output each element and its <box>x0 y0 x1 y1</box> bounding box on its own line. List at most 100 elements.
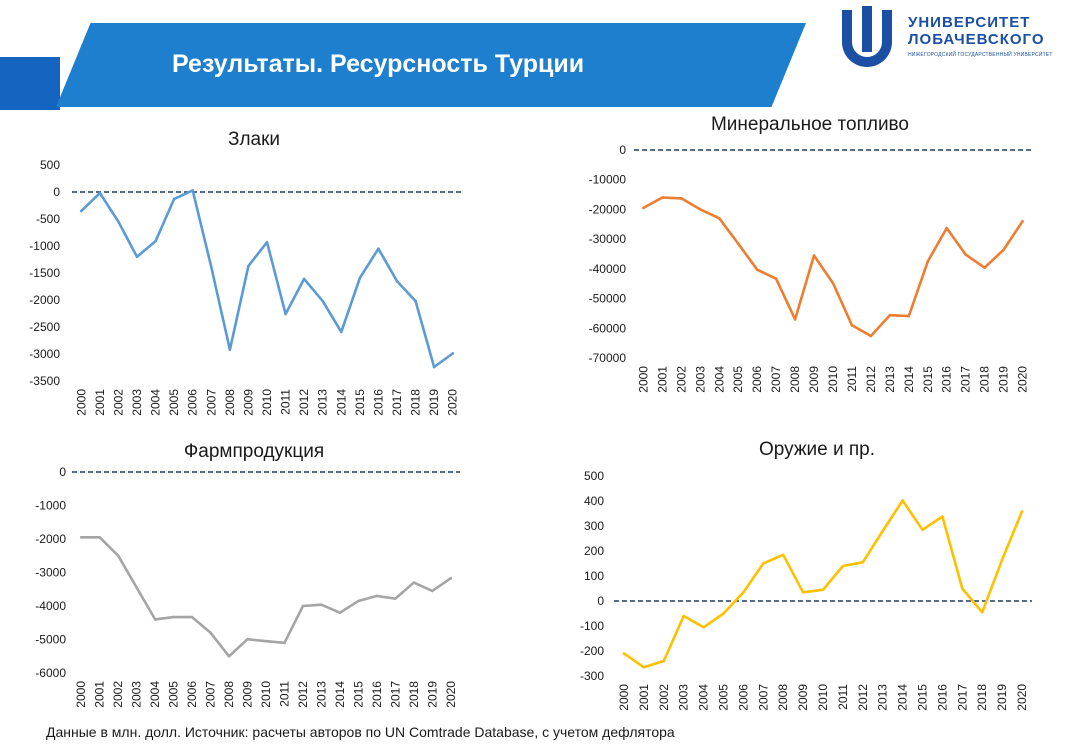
x-tick-label: 2005 <box>167 681 181 708</box>
chart-weapons: Оружие и пр. 500 400 300 200 100 0 -100 -200 -300… <box>580 439 1032 711</box>
x-tick-label: 2004 <box>712 366 726 393</box>
data-point <box>699 208 702 211</box>
x-tick-label: 2001 <box>93 389 107 416</box>
x-tick-label: 2014 <box>334 389 348 416</box>
data-point <box>375 594 379 598</box>
data-point <box>722 612 725 615</box>
data-point <box>1000 558 1004 562</box>
data-point <box>622 652 626 655</box>
data-point <box>1002 248 1005 252</box>
data-point <box>781 553 785 557</box>
data-point <box>98 536 102 539</box>
data-point <box>135 586 138 589</box>
y-tick-label: 300 <box>584 519 604 533</box>
data-point <box>264 639 268 643</box>
university-logo: УНИВЕРСИТЕТ ЛОБАЧЕВСКОГО НИЖЕГОРОДСКИЙ Г… <box>836 6 1062 70</box>
data-point <box>980 610 984 614</box>
series-line <box>622 499 1024 669</box>
y-tick-label: 0 <box>59 465 66 479</box>
x-tick-label: 2014 <box>896 684 910 711</box>
data-point <box>1020 510 1024 513</box>
y-tick-label: -1000 <box>29 239 60 253</box>
logo-text-line2: ЛОБАЧЕВСКОГО <box>908 31 1045 48</box>
y-tick-label: 100 <box>584 569 604 583</box>
x-tick-label: 2003 <box>130 389 144 416</box>
footnote: Данные в млн. долл. Источник: расчеты ав… <box>46 724 675 740</box>
x-tick-label: 2019 <box>995 684 1009 711</box>
x-tick-label: 2001 <box>637 684 651 711</box>
data-point <box>283 641 286 645</box>
y-tick-label: -1500 <box>29 266 60 280</box>
x-tick-label: 2005 <box>716 684 730 711</box>
y-tick-label: 0 <box>597 594 604 608</box>
x-tick-label: 2010 <box>816 684 830 711</box>
x-tick-label: 2011 <box>277 681 291 707</box>
x-tick-label: 2018 <box>975 684 989 711</box>
x-tick-label: 2010 <box>826 366 840 393</box>
series-line <box>642 196 1024 338</box>
x-tick-label: 2003 <box>130 681 144 708</box>
y-tick-label: -60000 <box>589 321 627 335</box>
x-tick-label: 2016 <box>371 389 385 416</box>
x-tick-label: 2009 <box>796 684 810 711</box>
y-tick-label: -6000 <box>35 666 66 680</box>
data-point <box>154 239 157 243</box>
y-tick-label: -500 <box>36 212 60 226</box>
x-tick-label: 2004 <box>149 389 163 416</box>
data-point <box>320 603 323 606</box>
data-point <box>841 564 845 568</box>
data-point <box>901 499 904 502</box>
data-point <box>172 197 176 201</box>
data-point <box>247 264 250 268</box>
data-point <box>302 277 306 281</box>
x-tick-label: 2009 <box>241 681 255 708</box>
data-point <box>661 196 664 199</box>
x-tick-label: 2010 <box>259 681 273 708</box>
data-point <box>736 242 740 245</box>
x-tick-label: 2018 <box>407 681 421 708</box>
x-tick-label: 2001 <box>93 681 107 708</box>
x-tick-label: 2009 <box>241 389 255 416</box>
data-point <box>301 604 305 608</box>
data-point <box>801 590 805 594</box>
x-tick-label: 2017 <box>390 389 404 416</box>
data-point <box>98 191 102 195</box>
data-point <box>246 637 249 641</box>
x-tick-label: 2004 <box>148 681 162 708</box>
data-point <box>964 253 967 256</box>
y-tick-label: -30000 <box>589 232 627 246</box>
data-point <box>432 365 436 369</box>
x-tick-label: 2016 <box>935 684 949 711</box>
data-point <box>321 299 325 303</box>
data-point <box>116 554 120 558</box>
data-point <box>821 588 825 592</box>
x-tick-label: 2006 <box>185 681 199 708</box>
x-tick-label: 2018 <box>978 366 992 393</box>
logo-text-line3: НИЖЕГОРОДСКИЙ ГОСУДАРСТВЕННЫЙ УНИВЕРСИТЕ… <box>908 52 1053 58</box>
data-point <box>831 281 835 285</box>
data-point <box>358 276 362 280</box>
x-tick-label: 2006 <box>736 684 750 711</box>
series-line <box>79 536 453 658</box>
x-tick-label: 2016 <box>940 366 954 393</box>
y-tick-label: 0 <box>619 143 626 157</box>
data-point <box>961 587 964 590</box>
data-point <box>755 268 759 272</box>
y-tick-label: -2000 <box>29 293 60 307</box>
x-tick-label: 2012 <box>856 684 870 711</box>
x-tick-label: 2000 <box>617 684 631 711</box>
data-point <box>926 260 930 263</box>
x-tick-label: 2002 <box>674 366 688 393</box>
y-tick-label: -3500 <box>29 374 60 388</box>
x-tick-label: 2015 <box>921 366 935 393</box>
x-tick-label: 2014 <box>902 366 916 393</box>
y-tick-label: 400 <box>584 494 604 508</box>
x-tick-label: 2011 <box>279 389 293 415</box>
chart-title: Злаки <box>228 129 280 150</box>
data-point <box>702 625 705 629</box>
data-point <box>983 266 986 269</box>
x-tick-label: 2011 <box>845 366 859 392</box>
y-tick-label: 500 <box>40 158 60 172</box>
data-point <box>881 529 885 533</box>
data-point <box>227 654 231 658</box>
